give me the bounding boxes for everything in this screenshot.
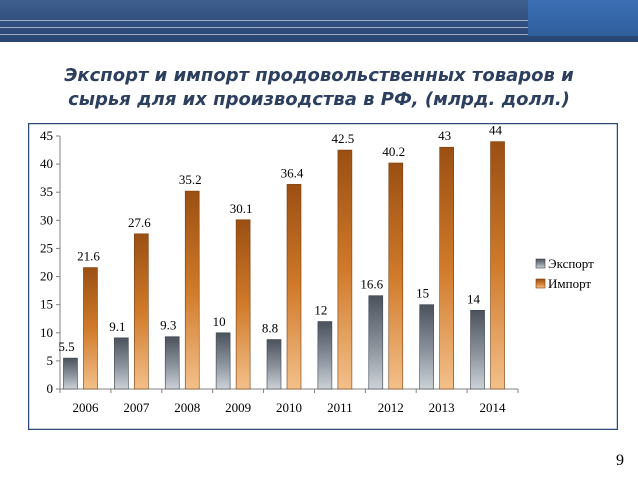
legend-swatch-import — [535, 278, 546, 289]
y-tick-label: 40 — [40, 156, 53, 171]
y-tick-label: 20 — [40, 269, 53, 284]
bar-label-export: 9.3 — [160, 318, 176, 333]
x-tick-label: 2013 — [429, 400, 455, 415]
header-stripe — [0, 34, 638, 35]
chart-container: 0 5 10 15 20 25 30 35 40 45 5.5 21.6 2006 9.1 27.6 2007… — [27, 123, 619, 431]
bar-label-import: 43 — [438, 128, 451, 143]
x-tick-label: 2014 — [480, 400, 507, 415]
x-tick-label: 2012 — [378, 400, 404, 415]
header-stripe — [0, 20, 638, 21]
bar-label-export: 9.1 — [109, 319, 125, 334]
slide-title: Экспорт и импорт продовольственных товар… — [30, 64, 608, 112]
bar-label-export: 16.6 — [360, 277, 383, 292]
bar-export — [215, 332, 231, 390]
y-tick-label: 10 — [40, 325, 53, 340]
bar-label-export: 15 — [416, 286, 429, 301]
header-stripe — [0, 27, 638, 28]
x-tick-label: 2011 — [327, 400, 353, 415]
bar-import — [286, 184, 302, 390]
bar-export — [114, 337, 129, 390]
bar-import — [490, 141, 505, 390]
legend-swatch-export — [535, 258, 546, 269]
legend-label-import: Импорт — [548, 276, 591, 291]
bar-import — [337, 149, 353, 390]
bar-export — [368, 295, 384, 390]
x-tick-label: 2008 — [174, 400, 200, 415]
bar-import — [388, 162, 404, 390]
bar-export — [317, 321, 333, 390]
y-tick-label: 0 — [47, 381, 54, 396]
y-tick-label: 5 — [47, 353, 54, 368]
header-accent — [528, 0, 638, 36]
bar-export — [63, 357, 78, 390]
bar-label-import: 27.6 — [128, 215, 151, 230]
x-tick-label: 2009 — [225, 400, 251, 415]
y-tick-label: 35 — [40, 184, 53, 199]
y-tick-label: 45 — [40, 128, 53, 143]
bar-import — [83, 267, 98, 390]
y-tick-label: 30 — [40, 212, 53, 227]
bar-label-import: 42.5 — [332, 131, 355, 146]
bar-label-import: 44 — [489, 123, 503, 138]
y-tick-label: 15 — [40, 297, 53, 312]
bar-export — [266, 339, 282, 390]
bar-label-export: 10 — [213, 314, 226, 329]
x-tick-label: 2007 — [123, 400, 150, 415]
bar-label-import: 30.1 — [230, 201, 253, 216]
bar-export — [470, 309, 485, 390]
bar-label-export: 12 — [314, 303, 327, 318]
bar-export — [164, 336, 180, 390]
bar-import — [134, 233, 149, 390]
page-number: 9 — [616, 452, 624, 469]
bar-label-import: 35.2 — [179, 172, 202, 187]
bar-export — [419, 304, 434, 390]
legend-label-export: Экспорт — [548, 256, 594, 271]
y-tick-label: 25 — [40, 240, 53, 255]
bar-label-import: 40.2 — [382, 144, 405, 159]
bar-label-export: 14 — [467, 291, 481, 306]
bar-chart: 0 5 10 15 20 25 30 35 40 45 5.5 21.6 2006 9.1 27.6 2007… — [27, 123, 619, 431]
x-tick-label: 2010 — [276, 400, 302, 415]
bar-label-export: 8.8 — [262, 321, 278, 336]
bar-label-export: 5.5 — [58, 339, 74, 354]
bar-import — [235, 219, 251, 390]
bar-label-import: 21.6 — [77, 249, 100, 264]
bar-label-import: 36.4 — [281, 165, 304, 180]
x-tick-label: 2006 — [72, 400, 99, 415]
bar-import — [184, 190, 200, 390]
slide-title-line-2: сырья для их производства в РФ, (млрд. д… — [68, 89, 570, 110]
slide-title-line-1: Экспорт и импорт продовольственных товар… — [64, 65, 574, 86]
bar-import — [439, 146, 454, 390]
